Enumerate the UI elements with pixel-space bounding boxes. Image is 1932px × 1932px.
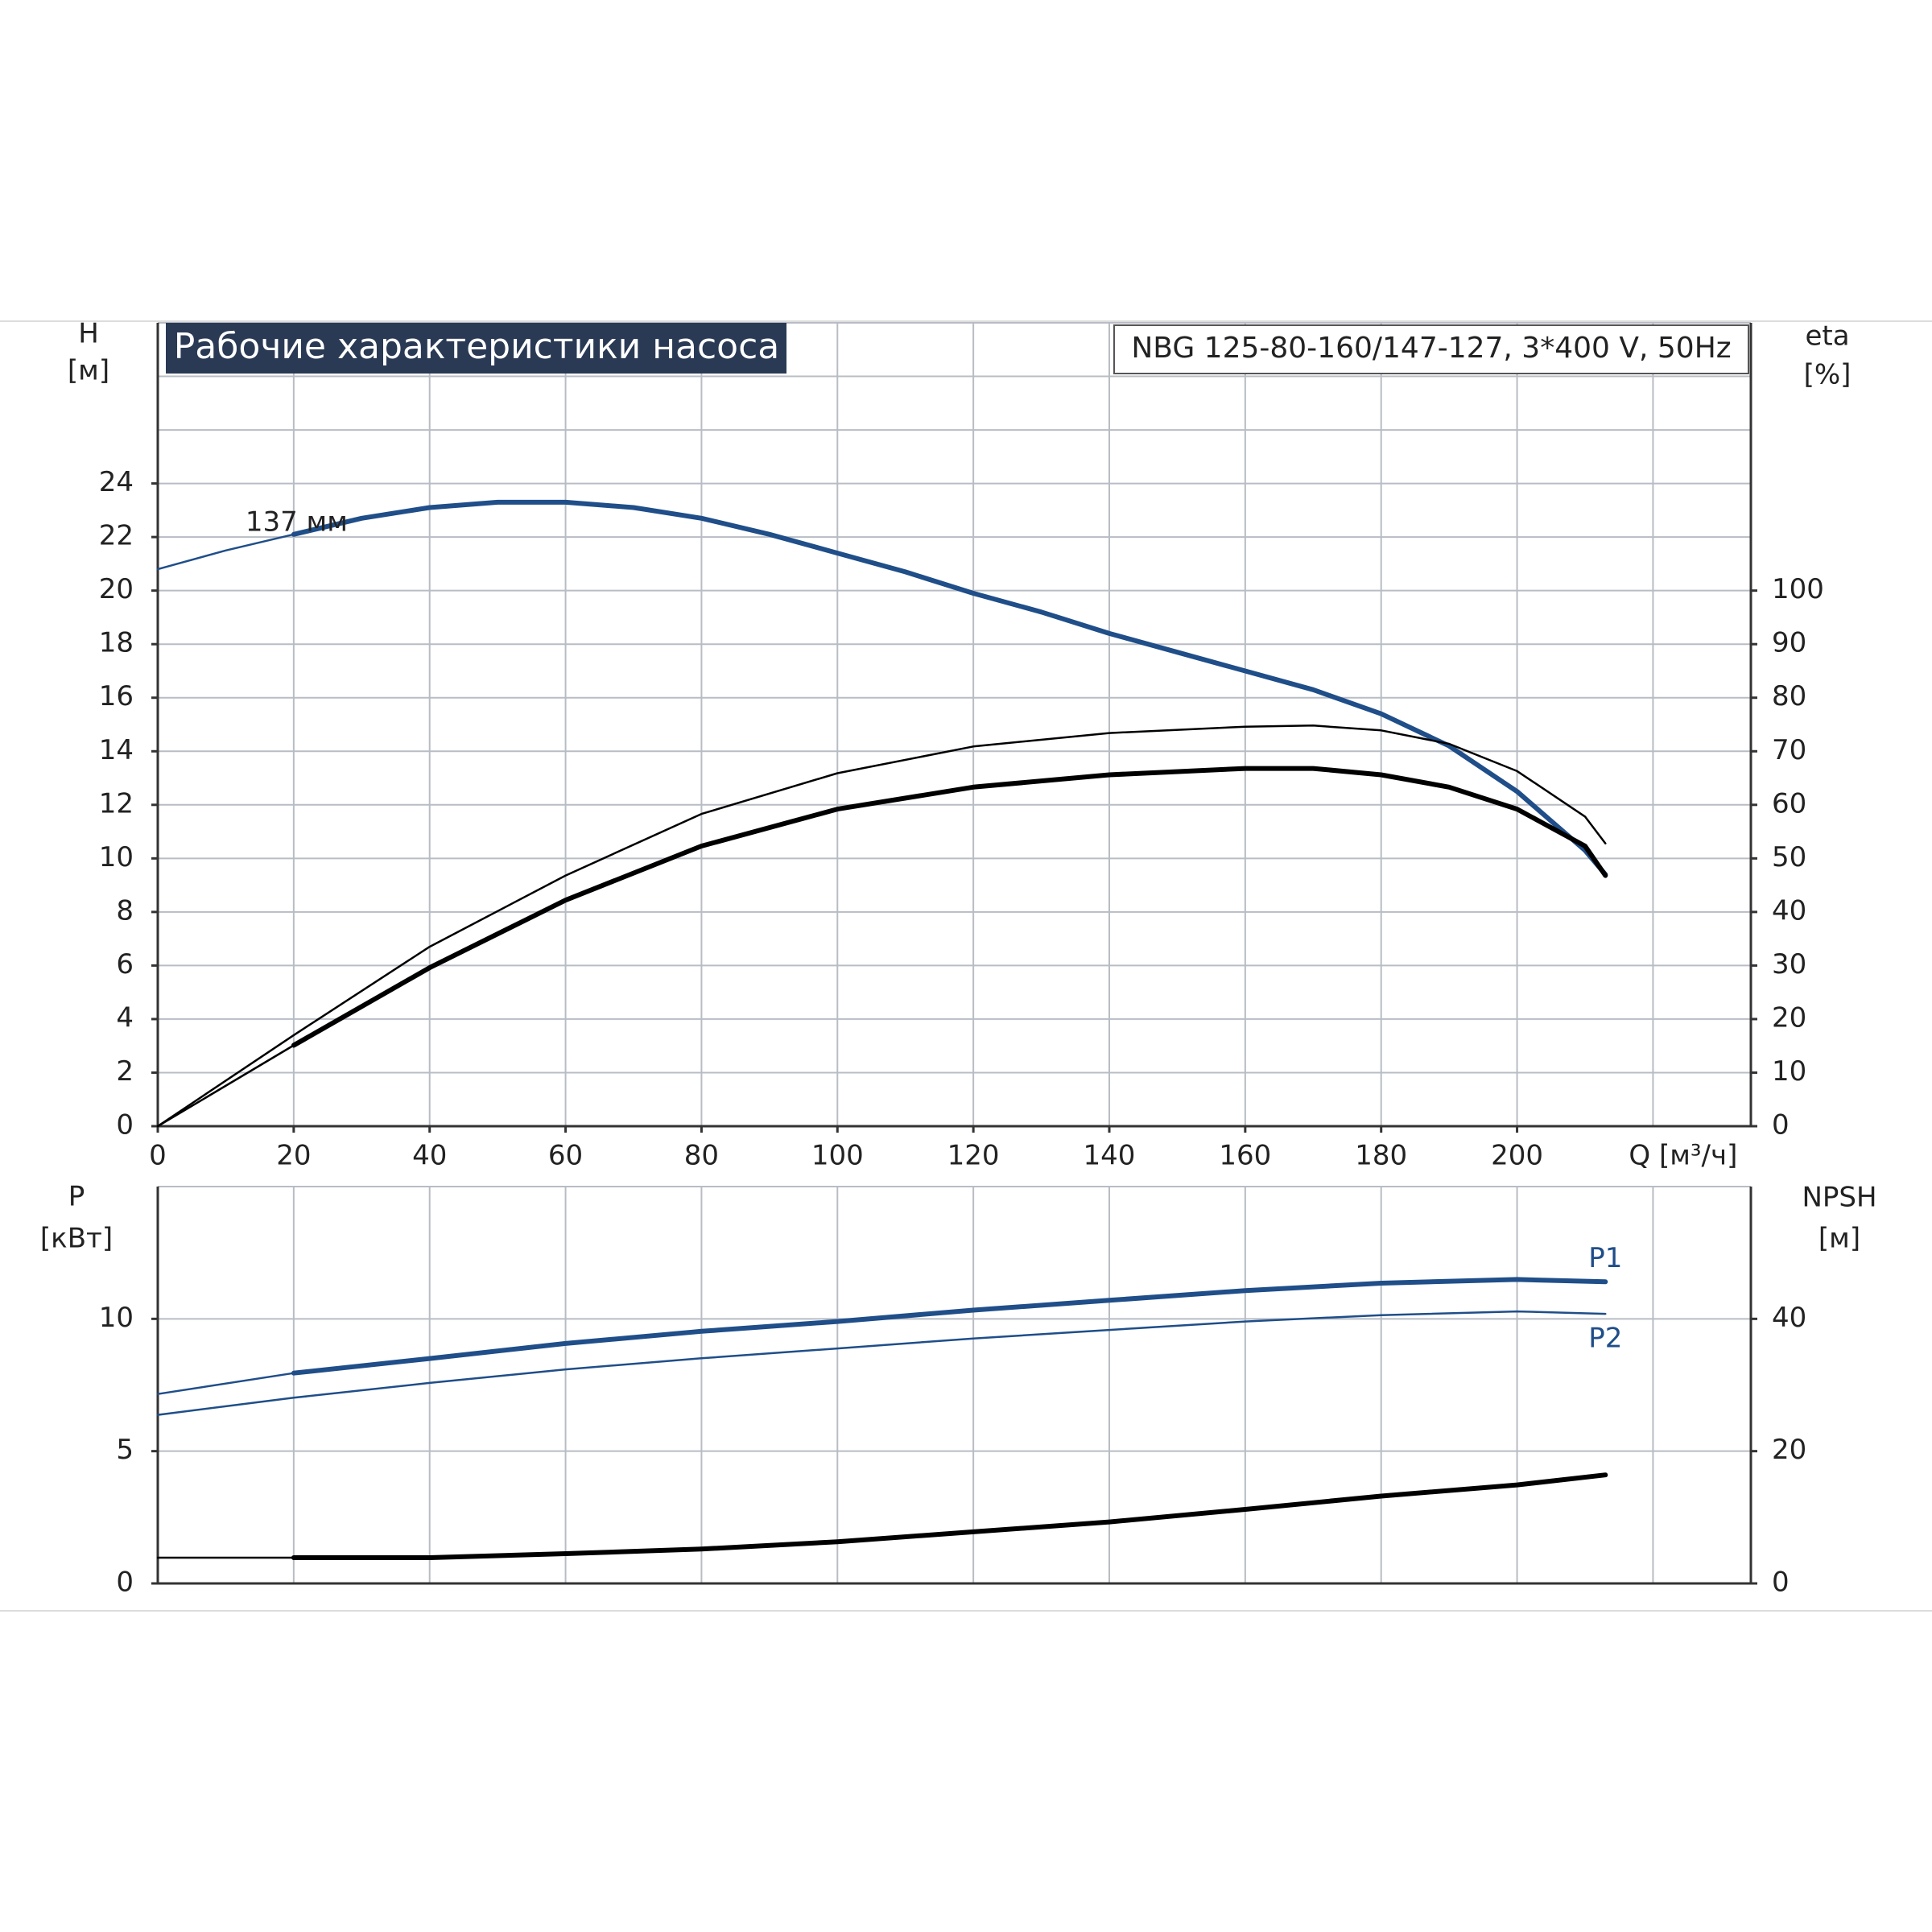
series-label: 137 мм — [246, 506, 348, 538]
y-tick-label: 16 — [99, 680, 134, 712]
y-tick-label: 10 — [99, 1302, 134, 1334]
x-tick-label: 180 — [1355, 1140, 1407, 1172]
x-tick-label: 120 — [947, 1140, 1000, 1172]
series-line — [291, 1472, 1608, 1560]
chart-subtitle: NBG 125-80-160/147-127, 3*400 V, 50Hz — [1131, 332, 1731, 365]
chart-title: Рабочие характеристики насоса — [174, 326, 779, 367]
y2-tick-label: 80 — [1772, 680, 1806, 712]
x-tick-label: 200 — [1491, 1140, 1543, 1172]
series-line — [156, 1310, 1607, 1416]
y-axis-unit: [кВт] — [40, 1223, 113, 1255]
x-tick-label: 20 — [276, 1140, 311, 1172]
x-tick-label: 140 — [1084, 1140, 1136, 1172]
y-axis-unit: [м] — [68, 355, 109, 387]
y2-tick-label: 70 — [1772, 734, 1806, 766]
y2-tick-label: 90 — [1772, 627, 1806, 659]
y2-tick-label: 20 — [1772, 1001, 1806, 1034]
y-tick-label: 0 — [116, 1567, 134, 1599]
y-tick-label: 14 — [99, 734, 134, 766]
x-tick-label: 160 — [1219, 1140, 1271, 1172]
y-tick-label: 2 — [116, 1055, 134, 1088]
series-line — [156, 533, 295, 571]
y-tick-label: 22 — [99, 520, 134, 552]
y-axis-label: P — [68, 1181, 85, 1213]
y-tick-label: 6 — [116, 948, 134, 980]
y-tick-label: 18 — [99, 627, 134, 659]
title-box — [166, 323, 786, 374]
plots: 0246810121416182022240102030405060708090… — [40, 318, 1877, 1599]
y2-axis-unit: [%] — [1804, 359, 1852, 391]
y-tick-label: 5 — [116, 1434, 134, 1466]
series-line — [291, 499, 1608, 877]
y2-axis-label: NPSH — [1802, 1182, 1876, 1214]
series-line — [156, 1044, 295, 1128]
y-axis-label: H — [78, 318, 99, 350]
series-label: P1 — [1588, 1242, 1622, 1274]
x-tick-label: 40 — [412, 1140, 447, 1172]
y-tick-label: 20 — [99, 573, 134, 605]
y2-tick-label: 40 — [1772, 894, 1806, 927]
y-tick-label: 4 — [116, 1001, 134, 1034]
y2-tick-label: 40 — [1772, 1302, 1806, 1334]
y2-tick-label: 0 — [1772, 1567, 1790, 1599]
y2-axis-unit: [м] — [1818, 1223, 1860, 1255]
series-line — [291, 766, 1608, 1048]
y2-tick-label: 50 — [1772, 841, 1806, 873]
y2-tick-label: 30 — [1772, 948, 1806, 980]
series-label: P2 — [1588, 1323, 1622, 1355]
y-tick-label: 0 — [116, 1109, 134, 1141]
y2-tick-label: 20 — [1772, 1434, 1806, 1466]
y2-tick-label: 60 — [1772, 787, 1806, 819]
y-tick-label: 10 — [99, 841, 134, 873]
y2-tick-label: 10 — [1772, 1055, 1806, 1088]
series-line — [156, 1372, 295, 1395]
subtitle-box — [1113, 324, 1749, 374]
y2-axis-label: eta — [1805, 320, 1849, 353]
x-tick-label: 100 — [811, 1140, 864, 1172]
series-line — [291, 1277, 1608, 1376]
y2-tick-label: 100 — [1772, 573, 1824, 605]
x-tick-label: 0 — [149, 1140, 167, 1172]
y-tick-label: 12 — [99, 787, 134, 819]
x-tick-label: 60 — [548, 1140, 583, 1172]
y2-tick-label: 0 — [1772, 1109, 1790, 1141]
series-line — [156, 724, 1607, 1128]
y-tick-label: 24 — [99, 466, 134, 498]
x-tick-label: 80 — [684, 1140, 719, 1172]
x-axis-label: Q [м³/ч] — [1629, 1140, 1737, 1172]
y-tick-label: 8 — [116, 894, 134, 927]
